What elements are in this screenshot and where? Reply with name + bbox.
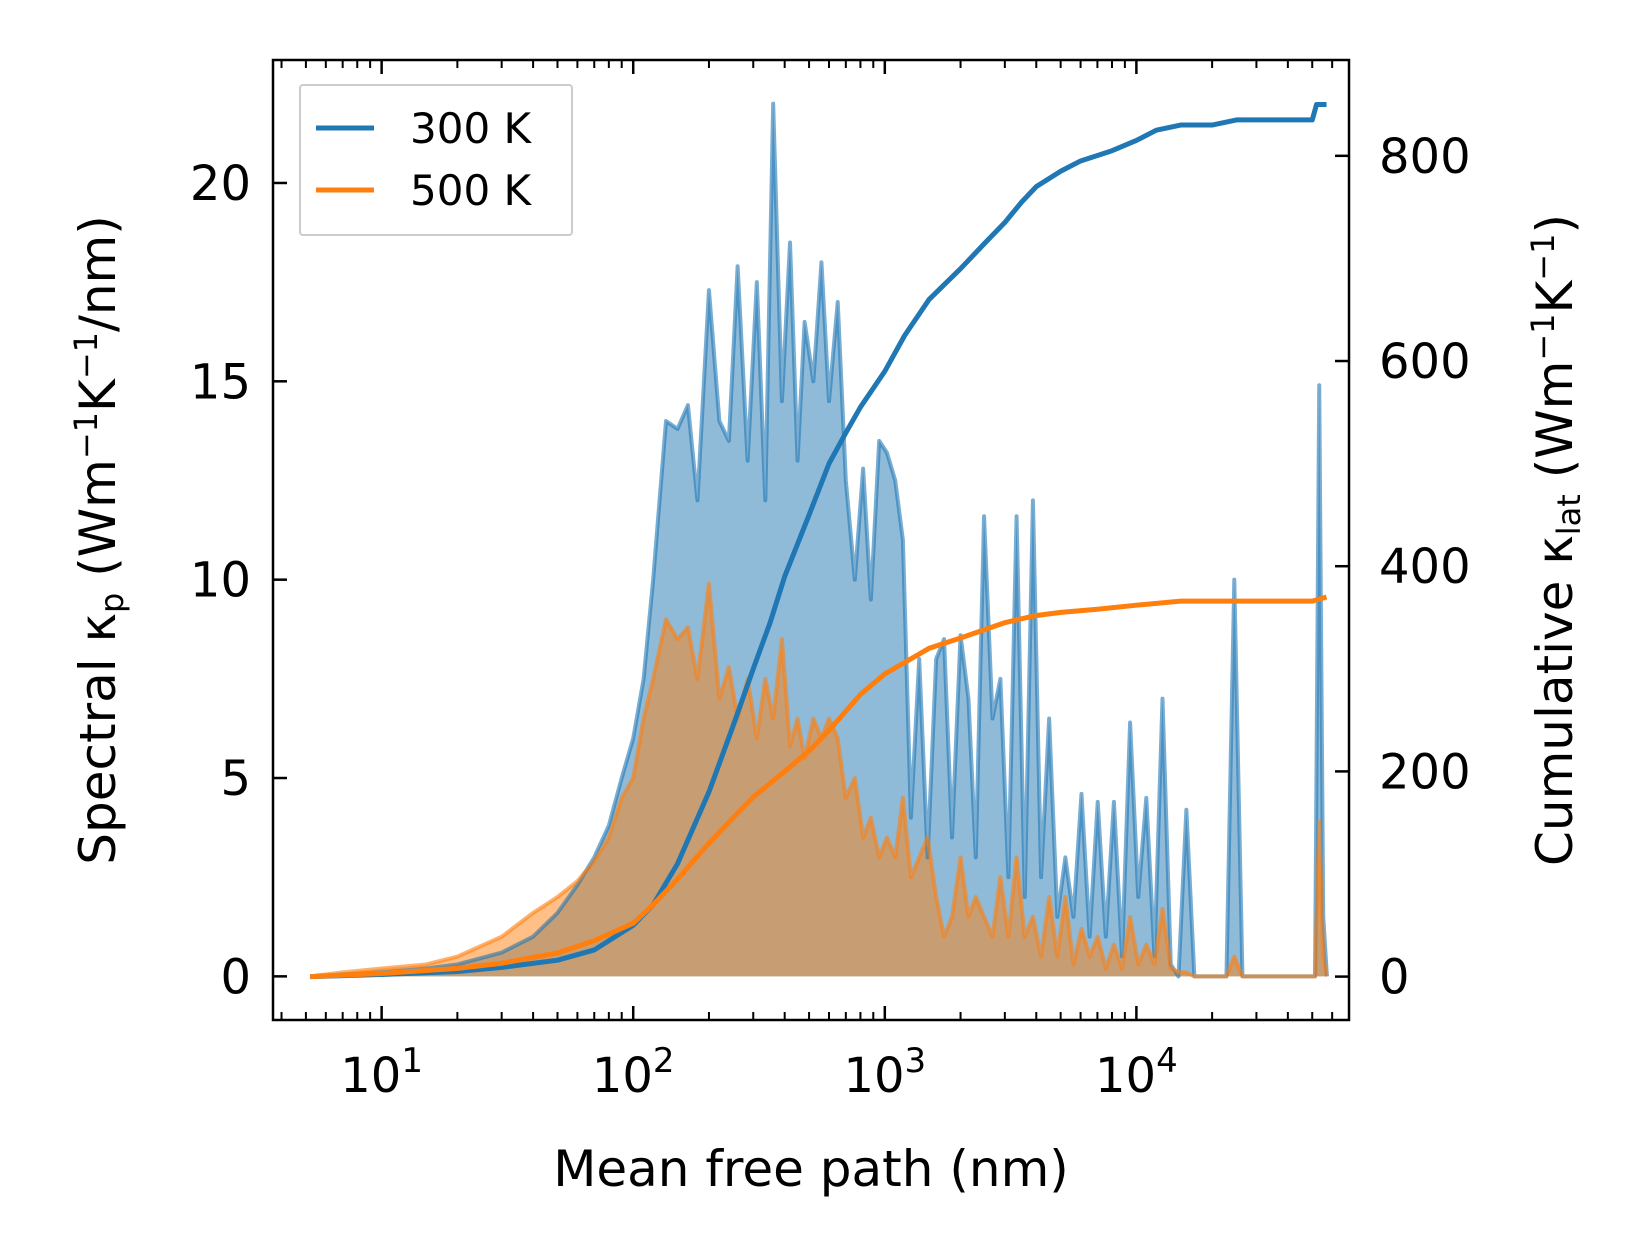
y-left-tick-label: 10 xyxy=(190,553,251,609)
legend-label-300k: 300 K xyxy=(410,104,533,153)
y-right-tick-label: 0 xyxy=(1379,950,1410,1006)
y-right-tick-label: 800 xyxy=(1379,129,1471,185)
y-right-axis-title: Cumulative κlat (Wm−1K−1) xyxy=(1524,214,1588,866)
legend-label-500k: 500 K xyxy=(410,166,533,215)
x-tick-label: 101 xyxy=(340,1041,423,1104)
y-left-tick-label: 5 xyxy=(220,751,251,807)
y-right-tick-label: 200 xyxy=(1379,744,1471,800)
legend-box xyxy=(299,84,573,236)
plot-frame xyxy=(271,58,1351,1022)
y-right-tick-label: 400 xyxy=(1379,539,1471,595)
axis-ticks xyxy=(273,60,1350,1020)
x-tick-label: 104 xyxy=(1095,1041,1178,1104)
500-k-cumulative-line xyxy=(310,594,1328,980)
series-lines xyxy=(309,101,1329,980)
300-k-spectral-area xyxy=(310,103,1327,977)
x-axis-title: Mean free path (nm) xyxy=(553,1140,1069,1198)
y-left-tick-label: 0 xyxy=(220,949,251,1005)
y-left-tick-label: 15 xyxy=(190,354,251,410)
x-tick-label: 103 xyxy=(843,1041,926,1104)
500-k-spectral-line xyxy=(309,581,1329,979)
y-left-tick-label: 20 xyxy=(190,156,251,212)
y-left-axis-title: Spectral κp (Wm−1K−1/nm) xyxy=(67,215,131,865)
area-fills xyxy=(310,103,1327,977)
legend: 300 K 500 K xyxy=(299,84,573,236)
500-k-spectral-area xyxy=(310,583,1327,977)
x-tick-label: 102 xyxy=(592,1041,675,1104)
y-right-tick-label: 600 xyxy=(1379,334,1471,390)
